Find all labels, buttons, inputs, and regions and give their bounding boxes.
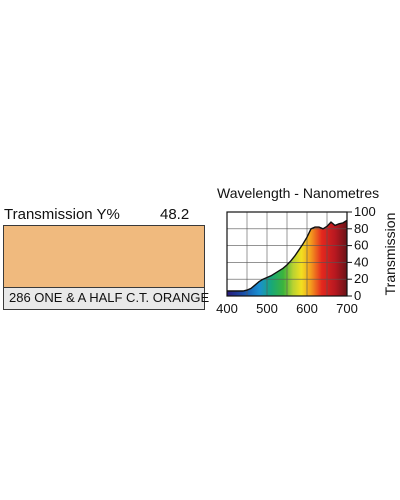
chart-title: Wavelength - Nanometres (217, 185, 380, 201)
filter-name-label: 286 ONE & A HALF C.T. ORANGE (3, 288, 209, 310)
transmission-area (227, 220, 347, 296)
plot-frame (226, 211, 348, 297)
transmission-label: Transmission Y% (4, 206, 120, 223)
transmission-row: Transmission Y% 48.2 (3, 205, 205, 225)
x-tick-label: 600 (296, 301, 318, 316)
y-tick-label: 60 (354, 238, 368, 253)
x-tick-label: 500 (256, 301, 278, 316)
transmission-curve (227, 219, 348, 292)
y-tick-label: 80 (354, 221, 368, 236)
x-tick-label: 400 (216, 301, 238, 316)
y-axis-label: Transmission (382, 213, 398, 296)
color-swatch (3, 225, 205, 288)
y-tick-label: 0 (354, 288, 361, 303)
transmission-value: 48.2 (160, 206, 190, 223)
y-tick-label: 20 (354, 271, 368, 286)
y-tick-label: 100 (354, 204, 376, 219)
filter-swatch-panel: Transmission Y% 48.2 286 ONE & A HALF C.… (3, 205, 209, 310)
y-tick-label: 40 (354, 254, 368, 269)
x-tick-label: 700 (336, 301, 358, 316)
